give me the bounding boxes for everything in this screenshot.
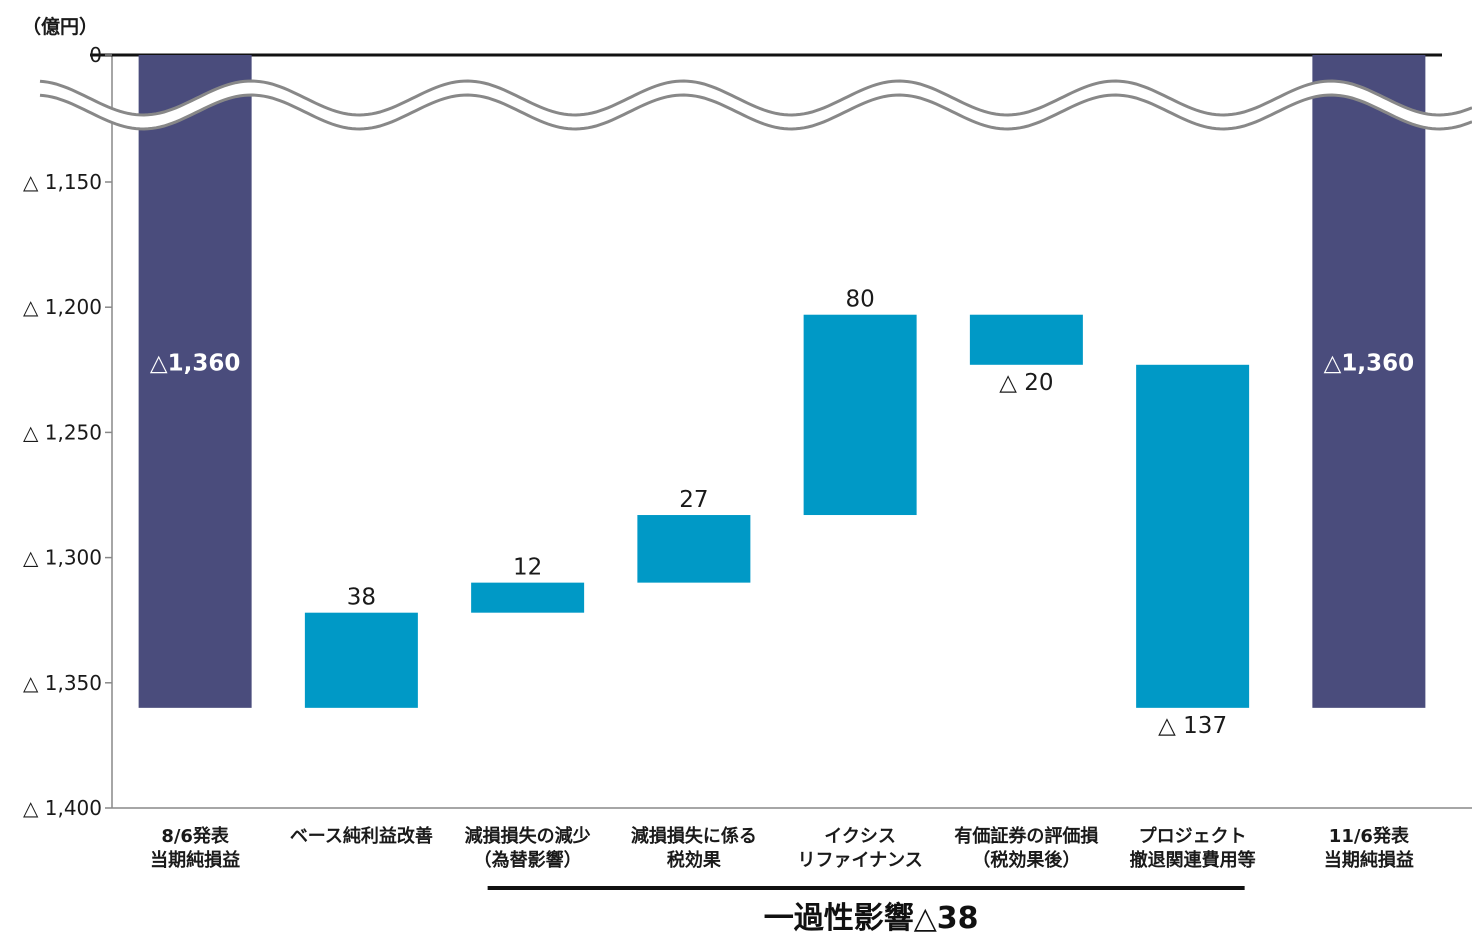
y-tick-label: △ 1,250 <box>23 420 102 444</box>
delta-bar <box>1136 365 1249 708</box>
y-tick-label: 0 <box>89 43 102 67</box>
y-axis-unit-label: （億円） <box>22 15 98 38</box>
total-bar <box>139 55 252 708</box>
category-label: 有価証券の評価損（税効果後） <box>954 825 1099 871</box>
category-label: 8/6発表当期純損益 <box>150 825 240 871</box>
delta-bar <box>804 315 917 515</box>
category-label: 減損損失に係る税効果 <box>631 825 757 871</box>
delta-bar <box>305 613 418 708</box>
bar-value-label: 27 <box>679 487 708 513</box>
y-tick-label: △ 1,200 <box>23 295 102 319</box>
bar-value-label: 12 <box>513 555 542 581</box>
bar-value-label: △ 20 <box>999 370 1053 396</box>
y-tick-label: △ 1,350 <box>23 671 102 695</box>
one-time-impact-label: 一過性影響△38 <box>764 901 979 935</box>
y-tick-label: △ 1,150 <box>23 170 102 194</box>
total-bar <box>1312 55 1425 708</box>
category-label: イクシスリファイナンス <box>797 826 922 871</box>
category-label: 減損損失の減少（為替影響） <box>465 825 591 871</box>
bar-value-label: △1,360 <box>150 350 240 376</box>
category-label: ベース純利益改善 <box>290 825 433 847</box>
bar-value-label: 80 <box>845 287 874 313</box>
category-label: プロジェクト撤退関連費用等 <box>1130 825 1256 871</box>
delta-bar <box>970 315 1083 365</box>
delta-bar <box>471 583 584 613</box>
bar-value-label: △1,360 <box>1324 350 1414 376</box>
delta-bar <box>637 515 750 583</box>
y-tick-label: △ 1,300 <box>23 546 102 570</box>
bar-value-label: △ 137 <box>1158 713 1227 739</box>
bar-value-label: 38 <box>347 585 376 611</box>
y-tick-label: △ 1,400 <box>23 796 102 820</box>
category-label: 11/6発表当期純損益 <box>1324 825 1414 871</box>
